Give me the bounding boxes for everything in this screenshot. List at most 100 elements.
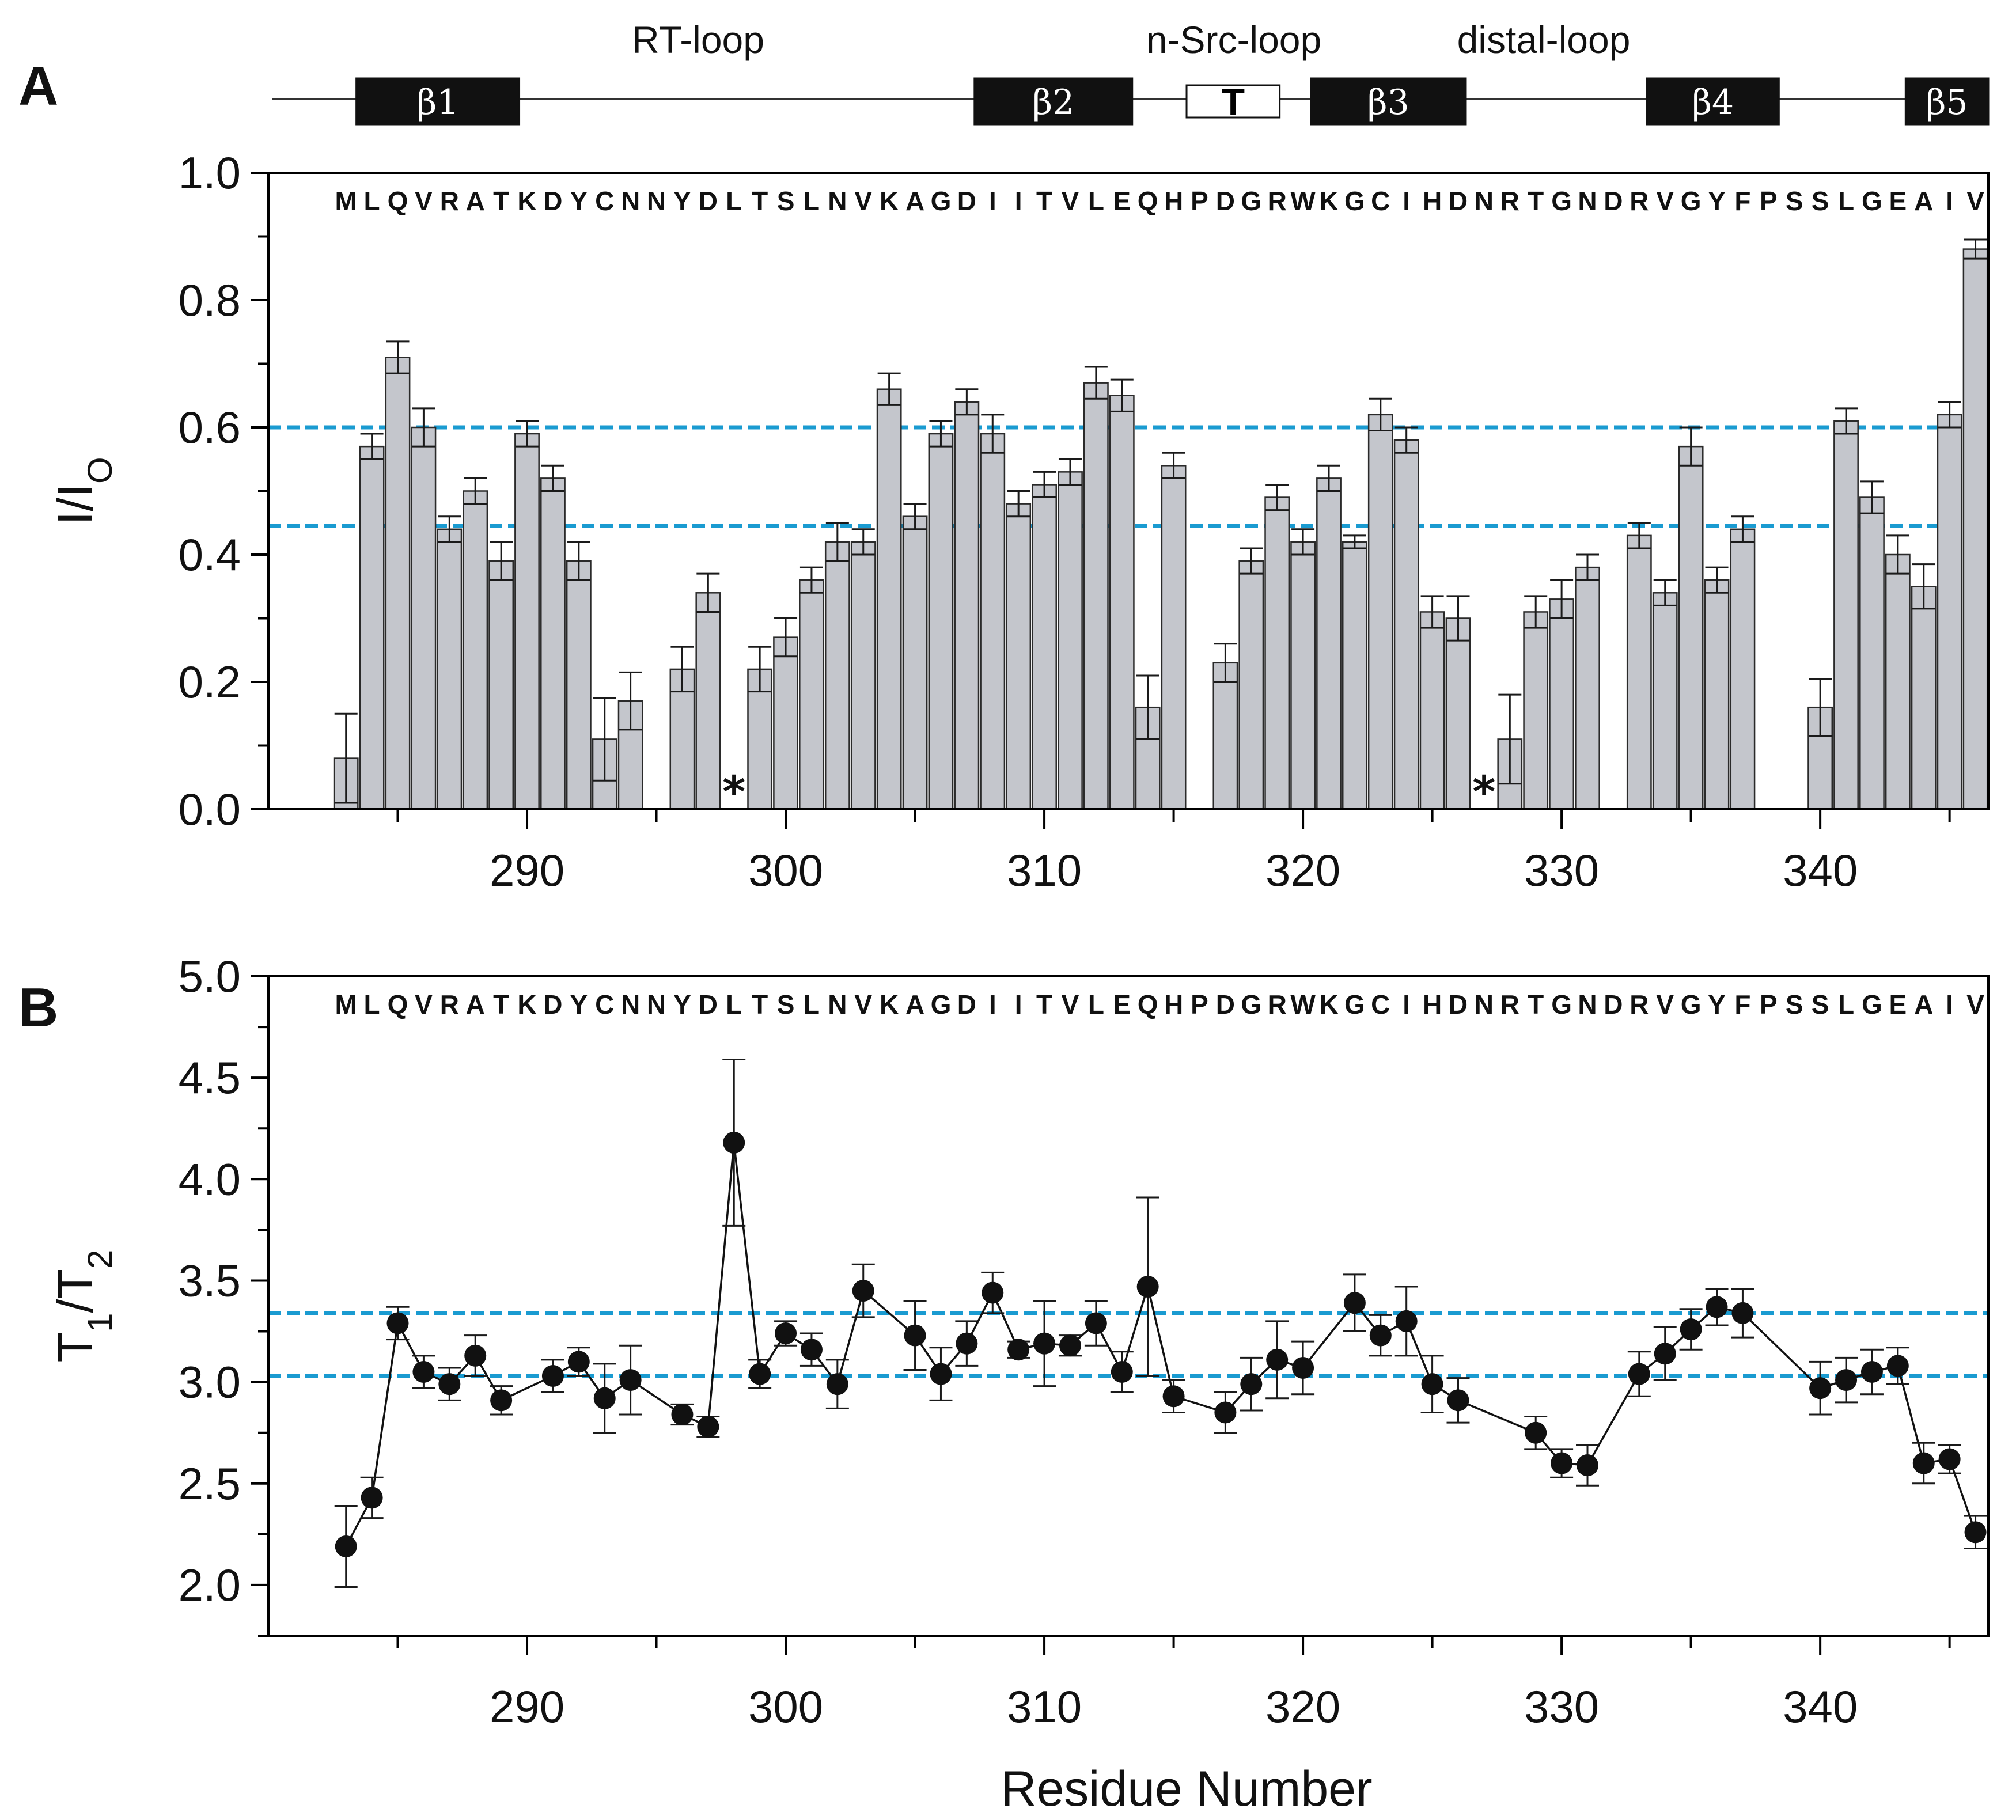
panel-a-bar bbox=[1626, 534, 1652, 810]
panel-a-bar bbox=[928, 433, 954, 810]
panel-b-y-tick-label: 2.5 bbox=[179, 1458, 241, 1509]
panel-a-bar bbox=[1083, 382, 1109, 810]
panel-b-data-point bbox=[1551, 1452, 1573, 1474]
panel-b-sequence-letter: G bbox=[1681, 989, 1702, 1019]
panel-b-x-axis-title: Residue Number bbox=[1001, 1761, 1372, 1817]
panel-b-data-point bbox=[1964, 1521, 1987, 1544]
panel-a-bar bbox=[799, 579, 824, 810]
panel-b-sequence-letter: D bbox=[1449, 989, 1468, 1019]
panel-a-error-bar bbox=[1964, 238, 1987, 260]
panel-a-sequence-letter: L bbox=[804, 186, 820, 216]
panel-b-data-point bbox=[1369, 1324, 1392, 1347]
panel-a-bar bbox=[1445, 617, 1471, 810]
panel-a-y-tick-label: 1.0 bbox=[179, 147, 241, 198]
panel-b-sequence-letter: V bbox=[1966, 989, 1984, 1019]
panel-b-sequence-letter: Y bbox=[570, 989, 588, 1019]
panel-a-bar bbox=[773, 636, 798, 810]
panel-b-sequence-letter: D bbox=[1216, 989, 1235, 1019]
panel-a-error-bar bbox=[1240, 547, 1263, 575]
panel-a-bar bbox=[1264, 496, 1290, 810]
panel-a-error-bar bbox=[1731, 515, 1754, 543]
panel-b-data-point bbox=[1136, 1276, 1159, 1298]
panel-b-sequence-letter: D bbox=[957, 989, 976, 1019]
panel-b-data-point bbox=[1912, 1452, 1935, 1474]
panel-a-y-tick-label: 0.8 bbox=[179, 275, 241, 325]
panel-a-error-bar bbox=[774, 617, 798, 658]
panel-b-data-point bbox=[1421, 1373, 1443, 1396]
panel-a-sequence-letter: D bbox=[1449, 186, 1468, 216]
panel-b-sequence-letter: G bbox=[931, 989, 952, 1019]
panel-a-sequence-letter: D bbox=[957, 186, 976, 216]
panel-b-data-point bbox=[464, 1344, 487, 1367]
panel-b-data-point bbox=[1059, 1334, 1081, 1357]
panel-a-bar bbox=[1885, 553, 1911, 810]
panel-a-bar bbox=[1419, 611, 1445, 810]
panel-a-error-bar bbox=[929, 420, 953, 448]
panel-a-error-bar bbox=[490, 541, 513, 581]
panel-a-error-bar bbox=[1110, 378, 1134, 412]
panel-b-sequence-letter: A bbox=[1914, 989, 1933, 1019]
panel-b-data-point bbox=[1835, 1369, 1858, 1391]
panel-a-error-bar bbox=[799, 566, 823, 594]
panel-b-sequence-letter: S bbox=[1786, 989, 1803, 1019]
panel-a-bar bbox=[1161, 465, 1187, 810]
panel-a-sequence-letter: F bbox=[1734, 186, 1750, 216]
panel-a-error-bar bbox=[1653, 579, 1677, 606]
ss-turn-box bbox=[1185, 84, 1281, 119]
panel-a-sequence-letter: R bbox=[1630, 186, 1649, 216]
panel-b-data-point bbox=[1343, 1292, 1366, 1314]
panel-b-x-tick-label: 320 bbox=[1265, 1681, 1340, 1732]
panel-b-data-point bbox=[723, 1131, 745, 1154]
panel-a-bar bbox=[980, 433, 1006, 810]
panel-a-bar bbox=[1523, 611, 1549, 810]
panel-a-bar bbox=[1367, 414, 1393, 810]
panel-b-sequence-letter: I bbox=[989, 989, 996, 1019]
panel-b-sequence-letter: D bbox=[699, 989, 718, 1019]
panel-a-bar bbox=[411, 426, 437, 810]
ss-element-label: β5 bbox=[1926, 82, 1968, 123]
panel-b-data-point bbox=[1654, 1343, 1676, 1365]
panel-a-error-bar bbox=[1446, 595, 1470, 642]
panel-a-bar bbox=[1342, 541, 1367, 810]
panel-a-sequence-letter: E bbox=[1889, 186, 1907, 216]
panel-a-sequence-letter: N bbox=[828, 186, 847, 216]
panel-b-sequence-letter: C bbox=[595, 989, 614, 1019]
panel-b-sequence-letter: V bbox=[1656, 989, 1674, 1019]
panel-b-sequence-letter: R bbox=[440, 989, 459, 1019]
panel-a-bar bbox=[1704, 579, 1730, 810]
panel-a-sequence-letter: C bbox=[595, 186, 614, 216]
panel-b-sequence-letter: Y bbox=[1708, 989, 1726, 1019]
panel-a-bar bbox=[540, 477, 566, 810]
ss-strand-box bbox=[1904, 77, 1990, 126]
panel-a-sequence-letter: V bbox=[1966, 186, 1984, 216]
panel-a-error-bar bbox=[1343, 534, 1366, 549]
panel-b-y-axis-title: T1/T2 bbox=[48, 1250, 119, 1363]
panel-a-bar bbox=[566, 560, 592, 810]
panel-b-data-point bbox=[386, 1312, 409, 1334]
ss-loop-label: distal-loop bbox=[1457, 18, 1631, 61]
panel-a-y-tick-label: 0.4 bbox=[179, 529, 241, 580]
panel-b-data-point bbox=[619, 1369, 642, 1391]
panel-a-error-bar bbox=[593, 697, 616, 782]
panel-b-y-tick-label: 3.5 bbox=[179, 1255, 241, 1306]
ss-strand-box bbox=[1646, 77, 1780, 126]
panel-a-sequence-letter: V bbox=[854, 186, 872, 216]
panel-b-data-point bbox=[749, 1363, 771, 1385]
panel-a-bar bbox=[1238, 560, 1264, 810]
panel-a-error-bar bbox=[360, 433, 384, 460]
panel-b-data-point bbox=[956, 1332, 978, 1355]
panel-b-data-point bbox=[361, 1487, 383, 1509]
panel-a-x-tick-label: 320 bbox=[1265, 845, 1340, 896]
panel-a-sequence-letter: P bbox=[1760, 186, 1778, 216]
panel-a-x-tick-label: 340 bbox=[1783, 845, 1858, 896]
panel-a-bar bbox=[463, 490, 488, 810]
panel-a-bar bbox=[1730, 528, 1756, 810]
panel-a-sequence-letter: L bbox=[1088, 186, 1104, 216]
panel-a-error-bar bbox=[334, 712, 358, 804]
panel-b-data-point bbox=[593, 1387, 616, 1409]
panel-a-sequence-letter: Y bbox=[570, 186, 588, 216]
panel-a-sequence-letter: R bbox=[1500, 186, 1519, 216]
panel-b-sequence-letter: T bbox=[1036, 989, 1052, 1019]
